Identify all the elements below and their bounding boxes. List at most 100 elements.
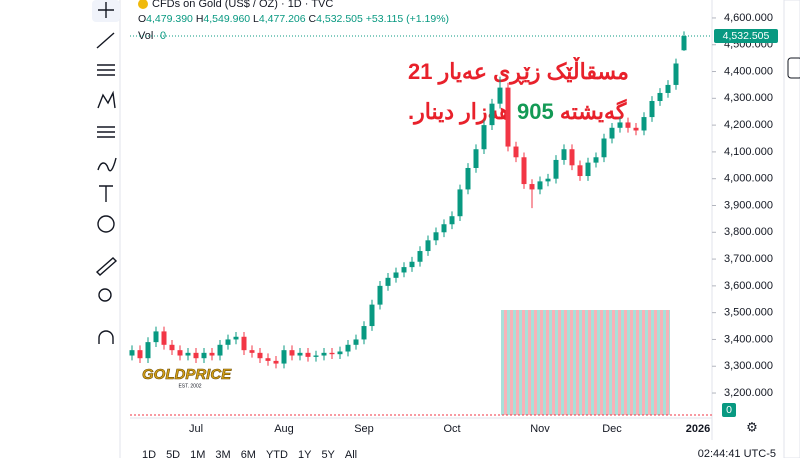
projection-tool[interactable]: [97, 126, 115, 138]
candle-body: [601, 138, 607, 158]
candle-body: [409, 261, 415, 268]
timeframe-bar: 1D 5D 1M 3M 6M YTD 1Y 5Y All: [142, 449, 357, 461]
candle-body: [353, 339, 359, 345]
candle-body: [217, 344, 223, 356]
candle-body: [249, 350, 255, 353]
overlay-line1: مسقاڵێک زێڕی عەیار 21: [408, 57, 629, 85]
candle-body: [473, 149, 479, 168]
candle-body: [193, 352, 199, 359]
ohlc-row: O4,479.390 H4,549.960 L4,477.206 C4,532.…: [138, 13, 449, 25]
candle-body: [673, 63, 679, 85]
y-tick-label: 4,600.000: [724, 12, 773, 24]
timeframe-button[interactable]: 1Y: [298, 449, 312, 461]
symbol-title: CFDs on Gold (US$ / OZ) · 1D · TVC: [152, 0, 333, 10]
label: C: [309, 13, 317, 25]
candle-body: [329, 352, 335, 355]
candle-body: [417, 251, 423, 262]
number: 905: [517, 99, 554, 124]
clock: 02:44:41 UTC-5: [698, 448, 776, 458]
y-tick-label: 4,400.000: [724, 65, 773, 77]
timeframe-button[interactable]: 6M: [241, 449, 256, 461]
candle-body: [361, 326, 367, 340]
candle-body: [569, 149, 575, 166]
timeframe-button[interactable]: 1M: [190, 449, 205, 461]
x-tick-label: Jul: [189, 423, 203, 435]
value: 4,479.390: [146, 13, 193, 25]
y-tick-label: 3,700.000: [724, 253, 773, 265]
candle-body: [529, 184, 535, 190]
candle-body: [129, 350, 135, 356]
change: +53.115 (+1.19%): [366, 13, 449, 25]
candle-body: [465, 167, 471, 190]
timeframe-button[interactable]: 5Y: [321, 449, 335, 461]
logo-since: EST. 2002: [178, 383, 201, 389]
zoom-tool[interactable]: [98, 288, 112, 302]
y-tick-label: 3,600.000: [724, 280, 773, 292]
x-tick-label: 2026: [686, 423, 710, 435]
text: گەیشتە: [560, 98, 627, 124]
candle-body: [377, 285, 383, 305]
settings-icon[interactable]: ⚙: [746, 419, 758, 434]
volume-axis-label: 0: [726, 404, 732, 416]
candle-body: [177, 350, 183, 356]
candle-body: [241, 336, 247, 351]
pattern-tool[interactable]: [97, 90, 116, 109]
candle-body: [273, 360, 279, 364]
x-tick-label: Dec: [602, 423, 622, 435]
timeframe-button[interactable]: YTD: [266, 449, 288, 461]
side-panel: [783, 0, 800, 459]
candle-body: [449, 216, 455, 225]
text-tool[interactable]: [99, 185, 113, 202]
candle-body: [225, 339, 231, 345]
candle-body: [233, 336, 239, 340]
candle-body: [281, 350, 287, 364]
timeframe-button[interactable]: All: [345, 449, 357, 461]
candle-body: [657, 92, 663, 102]
ruler-tool[interactable]: [95, 257, 118, 276]
candle-body: [537, 181, 543, 190]
candle-body: [561, 149, 567, 160]
y-tick-label: 3,300.000: [724, 360, 773, 372]
timeframe-button[interactable]: 3M: [215, 449, 230, 461]
candle-body: [145, 342, 151, 359]
brush-tool[interactable]: [97, 157, 117, 172]
candle-body: [297, 352, 303, 356]
candle-body: [505, 87, 511, 147]
value: 4,549.960: [203, 13, 250, 25]
candle-body: [481, 125, 487, 150]
side-button[interactable]: [787, 57, 800, 79]
candle-body: [369, 304, 375, 327]
candle-body: [345, 344, 351, 352]
candle-body: [585, 162, 591, 177]
candle-body: [169, 344, 175, 351]
y-tick-label: 4,100.000: [724, 146, 773, 158]
last-price-label: 4,532.505: [723, 30, 770, 42]
candle-body: [433, 232, 439, 241]
drawing-toolbar: [92, 0, 121, 458]
timeframe-button[interactable]: 5D: [166, 449, 180, 461]
candle-body: [161, 331, 167, 345]
logo-name: GOLDPRICE: [142, 366, 232, 383]
y-tick-label: 3,800.000: [724, 226, 773, 238]
last-price-box: [714, 29, 778, 44]
candle-body: [457, 189, 463, 217]
label: O: [138, 13, 146, 25]
emoji-tool[interactable]: [97, 215, 115, 233]
candle-body: [521, 157, 527, 185]
label: H: [196, 13, 204, 25]
x-tick-label: Nov: [530, 423, 550, 435]
y-tick-label: 4,300.000: [724, 92, 773, 104]
candle-body: [649, 101, 655, 118]
candle-body: [209, 352, 215, 356]
candle-body: [401, 267, 407, 273]
trendline-tool[interactable]: [96, 32, 115, 49]
x-tick-label: Sep: [354, 423, 374, 435]
fib-tool[interactable]: [97, 64, 115, 76]
magnet-tool[interactable]: [98, 330, 114, 344]
candle-body: [257, 352, 263, 359]
y-tick-label: 3,400.000: [724, 333, 773, 345]
candle-body: [545, 178, 551, 182]
text: هەزار دینار.: [408, 99, 511, 125]
timeframe-button[interactable]: 1D: [142, 449, 156, 461]
y-tick-label: 3,900.000: [724, 199, 773, 211]
